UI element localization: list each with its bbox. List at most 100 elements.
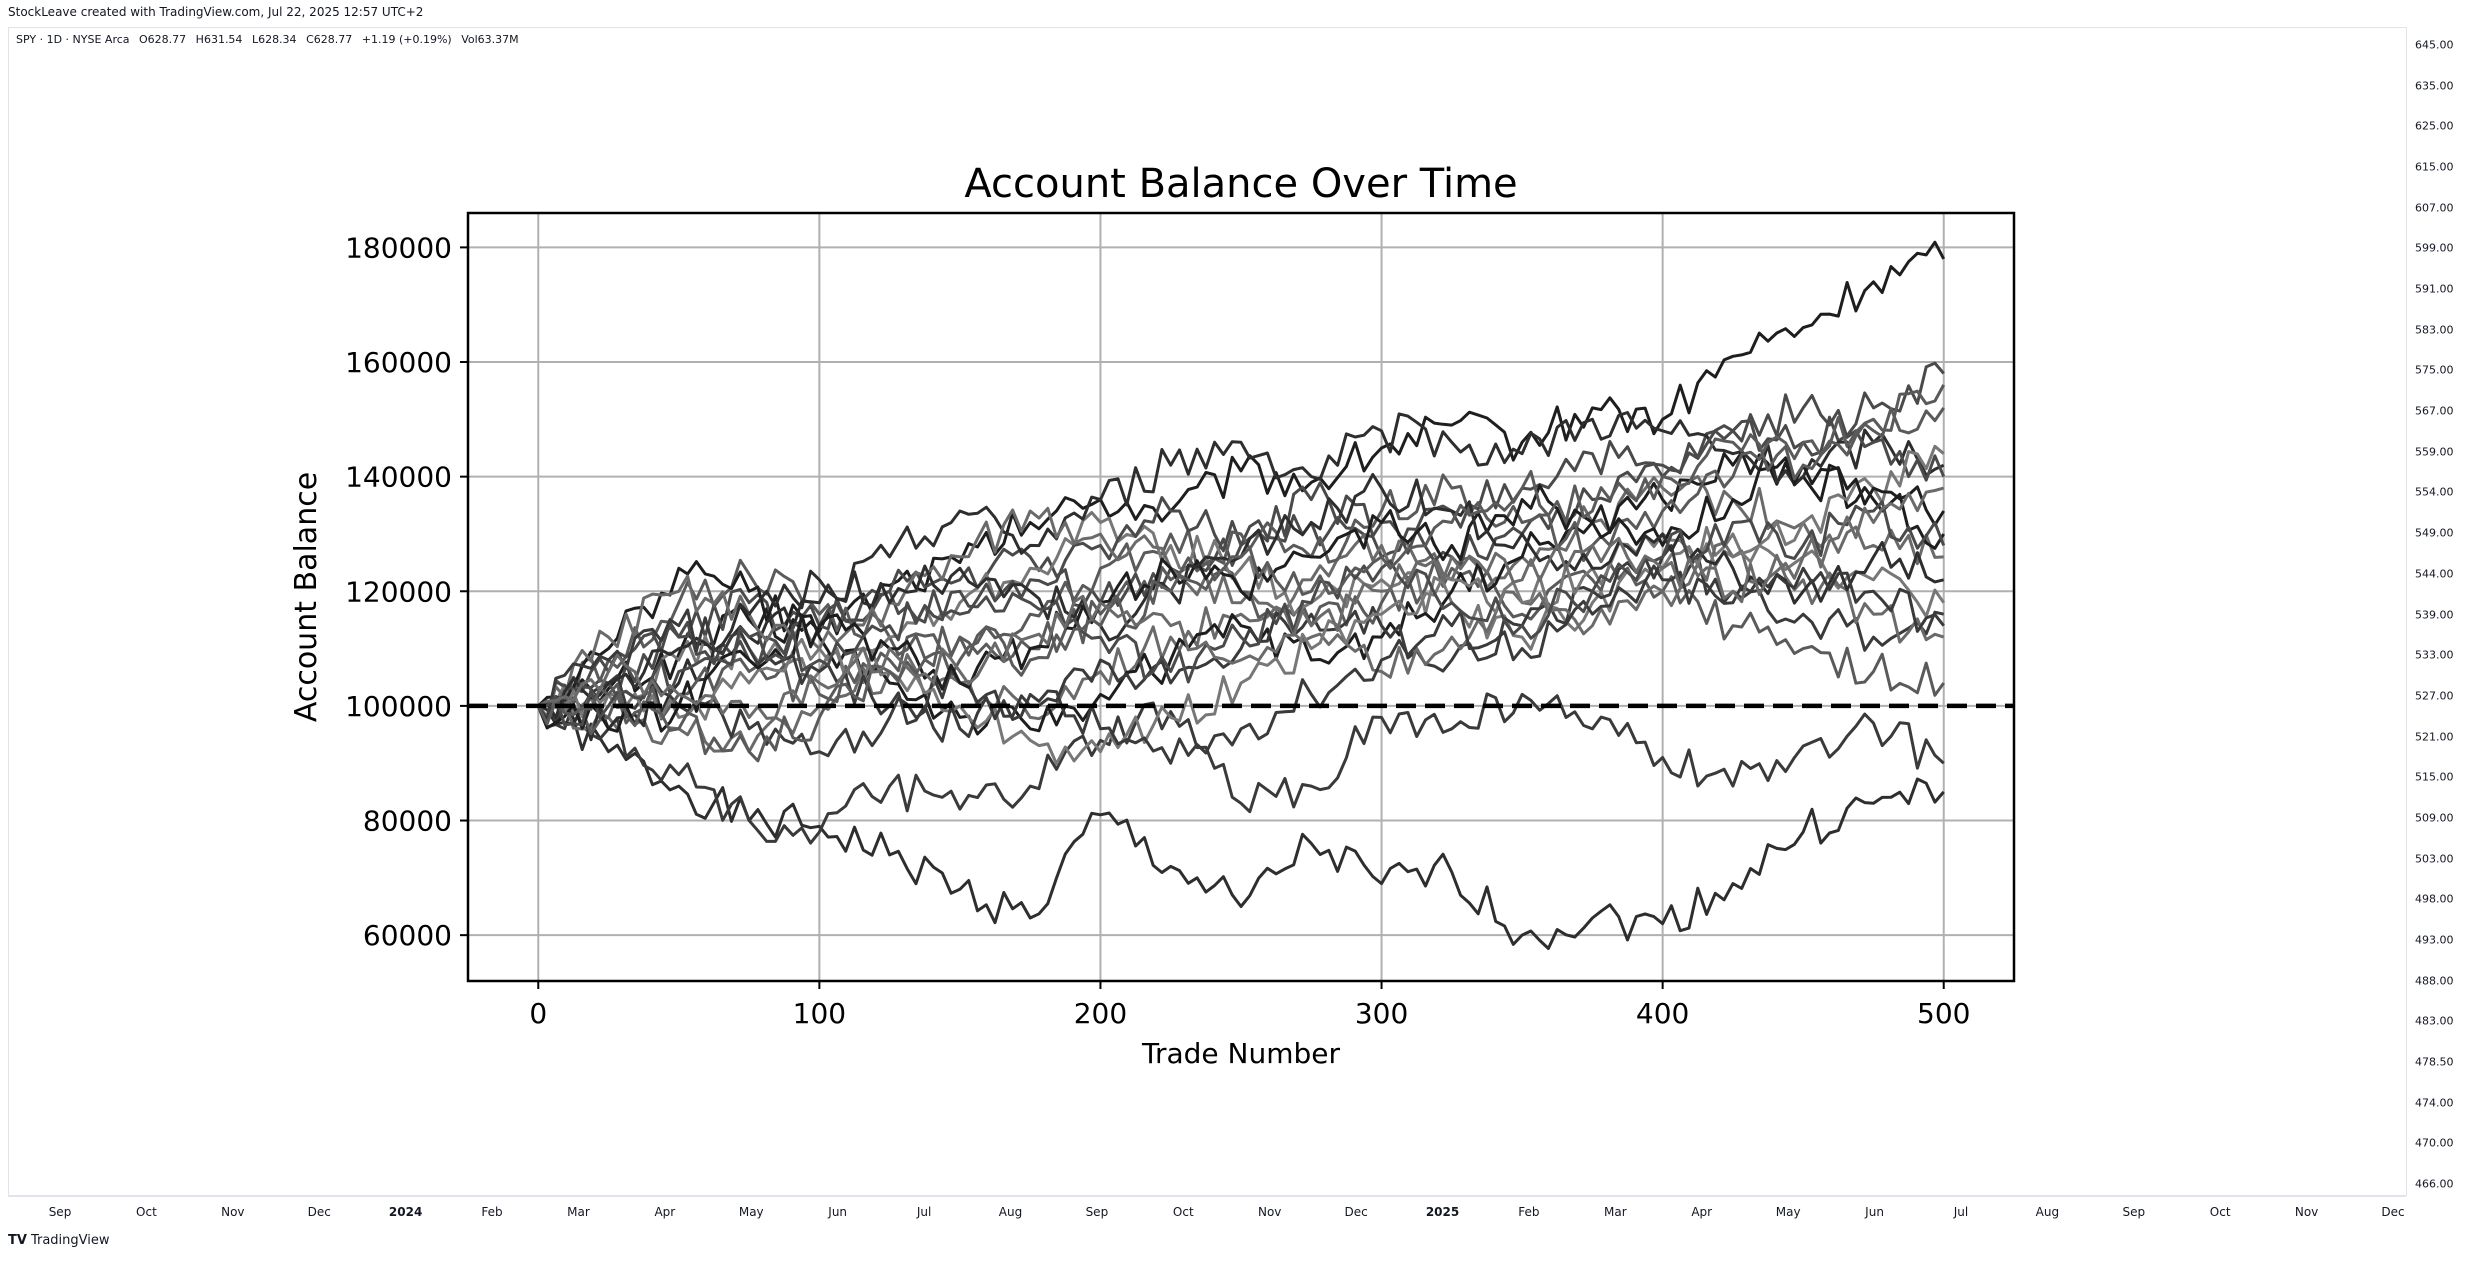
time-tick: Nov [1257,1205,1282,1219]
series-lines [536,240,1946,950]
price-tick: 503.00 [2415,852,2454,866]
time-tick: Sep [2122,1205,2146,1219]
price-tick: 554.00 [2415,485,2454,499]
price-tick: 498.00 [2415,892,2454,906]
x-tick-label: 200 [1074,997,1127,1030]
price-tick: 466.00 [2415,1177,2454,1191]
price-tick: 539.00 [2415,608,2454,621]
price-tick: 544.00 [2415,567,2454,581]
time-tick: Feb [481,1205,503,1219]
price-tick: 549.00 [2415,526,2454,540]
price-tick: 615.00 [2415,160,2454,174]
price-tick: 488.00 [2415,974,2454,988]
time-tick: Jul [1953,1205,1969,1219]
series-line [536,240,1946,724]
price-tick: 607.00 [2415,201,2454,215]
time-tick: Dec [307,1205,331,1219]
time-tick: Jun [828,1205,848,1219]
symbol-name[interactable]: SPY · 1D · NYSE Arca [16,33,130,46]
open-value: O628.77 [139,33,187,46]
y-tick-label: 140000 [345,461,452,494]
series-line [536,456,1945,733]
time-tick: Jul [916,1205,932,1219]
price-tick: 509.00 [2415,811,2454,825]
tick-labels: 0 100 200 300 400 500 60000 80000 100000 120000 14… [345,231,1970,1030]
y-tick-label: 60000 [363,919,452,952]
time-tick: Apr [654,1205,676,1219]
series-line [537,486,1945,720]
y-tick-label: 80000 [363,805,452,838]
time-tick: May [1775,1205,1801,1219]
time-tick: Mar [567,1205,590,1219]
price-tick: 527.00 [2415,689,2454,703]
series-line [537,564,1945,765]
x-tick-label: 0 [529,997,547,1030]
x-tick-label: 100 [793,997,846,1030]
y-tick-label: 180000 [345,231,452,264]
time-tick: 2025 [1425,1205,1460,1219]
x-tick-label: 400 [1636,997,1689,1030]
price-tick: 470.00 [2415,1136,2454,1150]
time-tick: Oct [2209,1205,2231,1219]
y-tick-label: 120000 [345,575,452,608]
symbol-legend[interactable]: SPY · 1D · NYSE Arca O628.77 H631.54 L62… [16,33,525,46]
price-tick: 515.00 [2415,770,2454,784]
change-value: +1.19 (+0.19%) [361,33,452,46]
series-line [536,692,1945,845]
price-tick: 583.00 [2415,323,2454,337]
series-line [537,444,1945,766]
series-line [538,500,1946,727]
price-tick: 559.00 [2415,445,2454,459]
y-tick-label: 160000 [345,346,452,379]
time-tick: 2024 [388,1205,423,1219]
time-tick: Feb [1518,1205,1540,1219]
series-line [538,475,1944,754]
price-tick: 483.00 [2415,1014,2454,1028]
price-tick: 474.00 [2415,1096,2454,1110]
time-tick: Sep [48,1205,72,1219]
price-tick: 567.00 [2415,404,2454,418]
time-tick: Mar [1604,1205,1627,1219]
high-value: H631.54 [195,33,243,46]
x-axis-label: Trade Number [1141,1037,1341,1070]
series-line [537,450,1945,736]
price-tick: 493.00 [2415,933,2454,947]
series-line [537,703,1945,950]
time-tick: Aug [998,1205,1023,1219]
time-tick: Nov [2294,1205,2319,1219]
x-tick-label: 500 [1917,997,1970,1030]
chart-title: Account Balance Over Time [964,161,1517,207]
tradingview-brand-name: TradingView [30,1233,110,1248]
time-tick: Aug [2035,1205,2060,1219]
price-tick: 599.00 [2415,241,2454,255]
time-tick: Apr [1691,1205,1713,1219]
tradingview-brand[interactable]: TV TradingView [8,1233,109,1248]
price-tick: 645.00 [2415,38,2454,52]
chart-pane[interactable] [8,27,2406,1196]
x-tick-label: 300 [1355,997,1408,1030]
time-axis[interactable]: Sep Oct Nov Dec 2024 Feb Mar Apr May Jun Jul Aug Sep… [8,1196,2406,1224]
gridlines [468,213,2014,981]
price-tick: 625.00 [2415,119,2454,133]
time-tick: Dec [2381,1205,2405,1219]
time-tick: Dec [1344,1205,1368,1219]
series-line [536,511,1945,725]
price-tick: 591.00 [2415,282,2454,296]
price-tick: 635.00 [2415,79,2454,93]
axes-frame [466,211,2016,983]
time-tick: Jun [1865,1205,1884,1219]
y-tick-label: 100000 [345,690,452,723]
price-tick: 521.00 [2415,730,2454,744]
low-value: L628.34 [251,33,297,46]
time-tick: Oct [1172,1205,1194,1219]
price-axis[interactable]: 645.00 635.00 625.00 615.00 607.00 599.00 591.… [2406,27,2467,1196]
price-tick: 478.50 [2415,1055,2454,1069]
price-tick: 533.00 [2415,648,2454,662]
price-tick: 575.00 [2415,363,2454,377]
time-tick: Sep [1085,1205,1109,1219]
volume-value: Vol63.37M [461,33,519,46]
y-axis-label: Account Balance [289,472,324,722]
series-line [536,407,1945,763]
tradingview-logo-icon: TV [8,1233,27,1248]
